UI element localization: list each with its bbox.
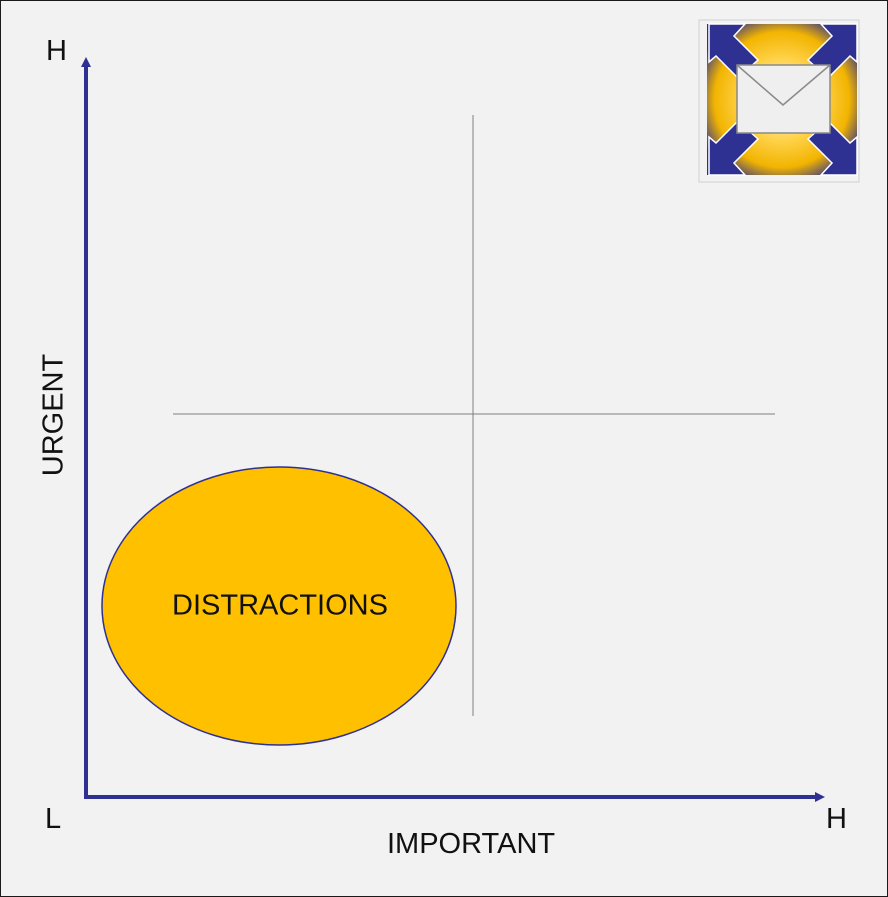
envelope-expand-icon — [698, 19, 860, 183]
y-axis-title: URGENT — [37, 353, 70, 477]
x-axis-title: IMPORTANT — [387, 828, 556, 860]
distractions-ellipse — [101, 466, 457, 746]
distractions-label: DISTRACTIONS — [172, 589, 388, 622]
x-axis-high-label: H — [826, 803, 847, 835]
y-axis-high-label: H — [46, 35, 67, 67]
origin-low-label: L — [45, 803, 62, 835]
